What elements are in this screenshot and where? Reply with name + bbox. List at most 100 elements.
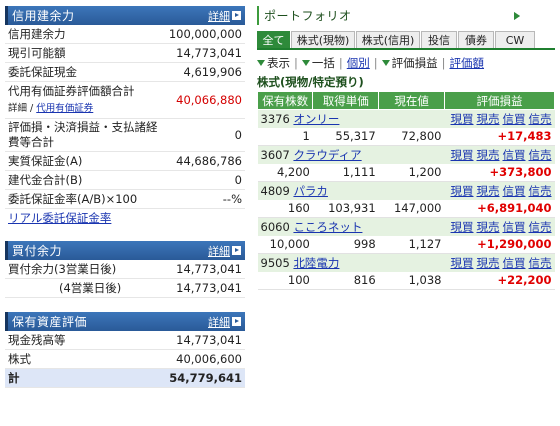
row-label: 現引可能額: [8, 46, 66, 60]
triangle-down-icon: [257, 60, 265, 66]
action-link-1[interactable]: 現売: [476, 147, 500, 162]
margin-capacity-title: 信用建余力: [12, 9, 75, 23]
table-row: 現金残高等 14,773,041: [5, 331, 245, 350]
action-link-2[interactable]: 信買: [502, 219, 526, 234]
row-value: 0: [234, 173, 242, 187]
assets-detail-button[interactable]: 詳細: [208, 314, 241, 330]
stock-name-row: 3607 クラウディア 現買 現売 信買 信売: [257, 145, 555, 164]
trade-actions: 現買 現売 信買 信売: [444, 181, 555, 200]
triangle-down-icon: [301, 60, 310, 66]
shares-value: 1: [257, 127, 313, 146]
realtime-margin-rate-link[interactable]: リアル委託保証金率: [8, 211, 112, 225]
stock-name-link[interactable]: パラカ: [293, 183, 328, 198]
action-link-2[interactable]: 信買: [502, 255, 526, 270]
stock-name-link[interactable]: クラウディア: [293, 147, 362, 162]
trade-actions: 現買 現売 信買 信売: [444, 109, 555, 128]
action-link-0[interactable]: 現買: [450, 147, 474, 162]
shares-value: 160: [257, 199, 313, 218]
margin-detail-label[interactable]: 詳細: [208, 9, 230, 23]
buying-power-title: 買付余力: [12, 244, 63, 258]
cost-value: 998: [312, 235, 379, 254]
trade-actions: 現買 現売 信買 信売: [444, 217, 555, 236]
row-value: --%: [222, 192, 242, 206]
tab-stock-cash[interactable]: 株式(現物): [291, 31, 355, 48]
tab-bonds[interactable]: 債券: [458, 31, 494, 48]
divider: |: [441, 56, 446, 70]
bulk-option[interactable]: 一括: [311, 56, 335, 70]
stock-code: 6060: [260, 219, 290, 234]
tab-stock-margin[interactable]: 株式(信用): [356, 31, 420, 48]
table-row: 株式 40,006,600: [5, 350, 245, 369]
margin-capacity-table: 信用建余力 100,000,000 現引可能額 14,773,041 委託保証現…: [5, 25, 245, 227]
action-link-2[interactable]: 信買: [502, 111, 526, 126]
table-row: 信用建余力 100,000,000: [5, 25, 245, 44]
arrow-right-icon: [232, 11, 241, 20]
row-label: (4営業日後): [59, 281, 122, 295]
holdings-header-row: 保有株数 取得単価 現在値 評価損益: [256, 91, 555, 110]
holding-data-row: 4,200 1,111 1,200 +373,800: [257, 163, 555, 182]
row-value: 44,686,786: [176, 154, 242, 168]
pl-value: +6,891,040: [444, 199, 555, 218]
buying-detail-button[interactable]: 詳細: [208, 243, 241, 259]
action-link-3[interactable]: 信売: [528, 111, 552, 126]
action-link-1[interactable]: 現売: [476, 183, 500, 198]
action-link-3[interactable]: 信売: [528, 147, 552, 162]
action-link-0[interactable]: 現買: [450, 183, 474, 198]
row-label: 建代金合計(B): [8, 173, 83, 187]
asset-valuation-title: 保有資産評価: [12, 315, 88, 329]
row-label: 実質保証金(A): [8, 154, 83, 168]
row-value: 4,619,906: [183, 65, 242, 79]
holding-data-row: 160 103,931 147,000 +6,891,040: [257, 199, 555, 218]
action-link-1[interactable]: 現売: [476, 255, 500, 270]
row-label: 委託保証金率(A/B)×100: [8, 192, 138, 206]
tab-cw[interactable]: CW: [495, 31, 535, 48]
table-row: 代用有価証券評価額合計 40,066,880: [5, 82, 245, 107]
row-label: 現金残高等: [8, 333, 66, 347]
action-link-0[interactable]: 現買: [450, 255, 474, 270]
stock-name-row: 6060 こころネット 現買 現売 信買 信売: [257, 217, 555, 236]
action-link-1[interactable]: 現売: [476, 111, 500, 126]
tab-all[interactable]: 全て: [257, 31, 290, 48]
action-link-3[interactable]: 信売: [528, 255, 552, 270]
divider: |: [294, 56, 298, 70]
stock-name-row: 9505 北陸電力 現買 現売 信買 信売: [257, 253, 555, 272]
stock-code: 4809: [260, 183, 290, 198]
portfolio-column: ポートフォリオ 全て 株式(現物) 株式(信用) 投信 債券 CW 表示 | 一…: [256, 6, 555, 290]
buying-detail-label[interactable]: 詳細: [208, 244, 230, 258]
sub-detail-sep: /: [27, 103, 37, 114]
table-row: 建代金合計(B) 0: [5, 171, 245, 190]
margin-capacity-panel: 信用建余力 詳細 信用建余力 100,000,000 現引可能額 14,773,…: [5, 6, 245, 227]
sub-detail-prefix: 詳細: [8, 103, 28, 114]
tab-funds[interactable]: 投信: [421, 31, 457, 48]
row-value: 0: [234, 128, 242, 142]
sub-detail-links: 詳細 / 代用有価証券: [5, 100, 166, 119]
action-link-0[interactable]: 現買: [450, 111, 474, 126]
action-link-0[interactable]: 現買: [450, 219, 474, 234]
cost-value: 816: [312, 271, 379, 290]
total-label: 計: [5, 368, 113, 388]
action-link-1[interactable]: 現売: [476, 219, 500, 234]
eval-pl-option[interactable]: 評価損益: [391, 56, 438, 70]
stock-name-link[interactable]: 北陸電力: [293, 255, 340, 270]
action-link-3[interactable]: 信売: [528, 219, 552, 234]
stock-code: 3607: [260, 147, 290, 162]
stock-name-link[interactable]: オンリー: [293, 111, 340, 126]
buying-power-header: 買付余力 詳細: [5, 241, 245, 260]
col-pl: 評価損益: [444, 91, 555, 110]
stock-cell: 3376 オンリー: [257, 109, 445, 128]
shares-value: 100: [257, 271, 313, 290]
left-column: 信用建余力 詳細 信用建余力 100,000,000 現引可能額 14,773,…: [5, 6, 245, 397]
eval-amount-option[interactable]: 評価額: [449, 56, 485, 70]
action-link-3[interactable]: 信売: [528, 183, 552, 198]
individual-option[interactable]: 個別: [346, 56, 370, 70]
row-value: 100,000,000: [168, 27, 242, 41]
margin-detail-button[interactable]: 詳細: [208, 8, 241, 24]
action-link-2[interactable]: 信買: [502, 183, 526, 198]
table-row: 現引可能額 14,773,041: [5, 44, 245, 63]
stock-name-link[interactable]: こころネット: [293, 219, 363, 234]
pl-value: +373,800: [444, 163, 555, 182]
assets-detail-label[interactable]: 詳細: [208, 315, 230, 329]
row-value: 14,773,041: [176, 46, 242, 60]
action-link-2[interactable]: 信買: [502, 147, 526, 162]
collateral-securities-link[interactable]: 代用有価証券: [36, 103, 94, 114]
